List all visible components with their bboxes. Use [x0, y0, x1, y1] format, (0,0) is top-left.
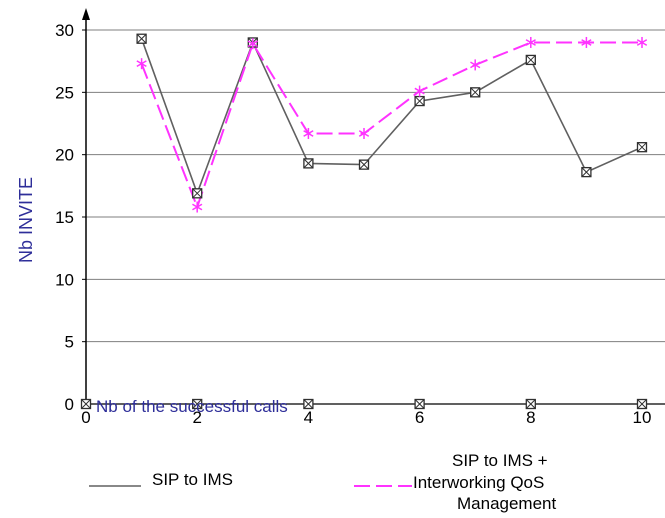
y-tick-label-30: 30	[55, 21, 74, 40]
series-1-point-9	[581, 36, 592, 48]
series-lines	[140, 38, 643, 210]
series-0-point-10	[636, 142, 648, 153]
y-tick-label-20: 20	[55, 146, 74, 165]
series-0-point-2	[192, 188, 203, 199]
baseline-marker-8	[525, 398, 536, 410]
series-0-point-4	[303, 158, 314, 169]
baseline-marker-10	[636, 398, 648, 410]
x-tick-label-10: 10	[633, 408, 652, 427]
series-line-0	[140, 38, 643, 196]
series-0-point-6	[414, 95, 425, 107]
grid-lines	[86, 29, 665, 343]
baseline-marker-4	[303, 398, 314, 410]
y-tick-label-25: 25	[55, 83, 74, 102]
legend-label-sip-to-ims-qos-line-2: Interworking QoS	[413, 473, 544, 492]
series-1-point-6	[414, 85, 425, 97]
legend-label-sip-to-ims-qos-line-3: Management	[457, 494, 557, 513]
series-1-point-10	[636, 36, 648, 48]
y-axis-label: Nb INVITE	[16, 177, 36, 263]
x-tick-label-4: 4	[304, 408, 313, 427]
series-1-point-5	[358, 127, 370, 139]
series-1-point-7	[470, 59, 481, 71]
series-line-1	[140, 41, 642, 210]
series-1-point-8	[525, 36, 536, 48]
series-1-point-2	[192, 201, 203, 213]
baseline-marker-2	[192, 398, 203, 410]
series-0-point-9	[581, 166, 592, 178]
series-1-point-1	[136, 58, 147, 70]
legend-label-sip-to-ims: SIP to IMS	[152, 470, 233, 489]
series-0-point-8	[525, 54, 536, 66]
series-0-point-7	[470, 87, 481, 98]
baseline-marker-6	[414, 398, 425, 410]
tick-labels: 0 5 10 15 20 25 30 0 2 4 6 8 10	[55, 21, 651, 427]
x-tick-label-6: 6	[415, 408, 424, 427]
axes	[82, 8, 665, 405]
series-0-point-1	[136, 33, 147, 44]
series-1-point-3	[247, 38, 258, 50]
series-1-point-4	[303, 127, 314, 139]
series-markers	[80, 33, 648, 410]
series-0-point-5	[358, 159, 370, 170]
y-axis-arrowhead	[82, 8, 90, 20]
baseline-marker-0	[80, 398, 92, 410]
x-tick-label-8: 8	[526, 408, 535, 427]
legend-label-sip-to-ims-qos-line-1: SIP to IMS +	[452, 451, 548, 470]
x-tick-label-0: 0	[81, 408, 90, 427]
y-tick-label-15: 15	[55, 208, 74, 227]
y-tick-label-10: 10	[55, 270, 74, 289]
y-tick-label-0: 0	[65, 395, 74, 414]
y-tick-label-5: 5	[65, 333, 74, 352]
legend: SIP to IMS SIP to IMS + Interworking QoS…	[89, 451, 557, 513]
x-tick-label-2: 2	[192, 408, 201, 427]
x-axis-label: Nb of the successful calls	[96, 397, 288, 416]
